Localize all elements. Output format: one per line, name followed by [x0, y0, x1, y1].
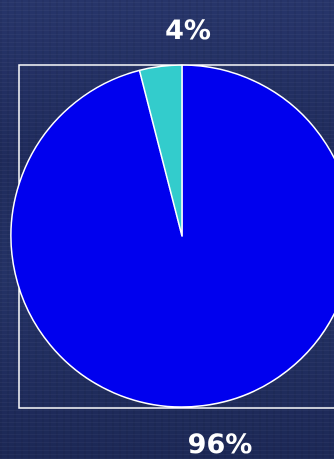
slice-label-96-percent: 96%	[188, 429, 253, 459]
pie-slice-4-percent	[138, 64, 183, 237]
slice-label-4-percent: 4%	[165, 15, 211, 46]
pie-slices	[10, 64, 334, 408]
pie-slice-96-percent	[10, 64, 334, 408]
